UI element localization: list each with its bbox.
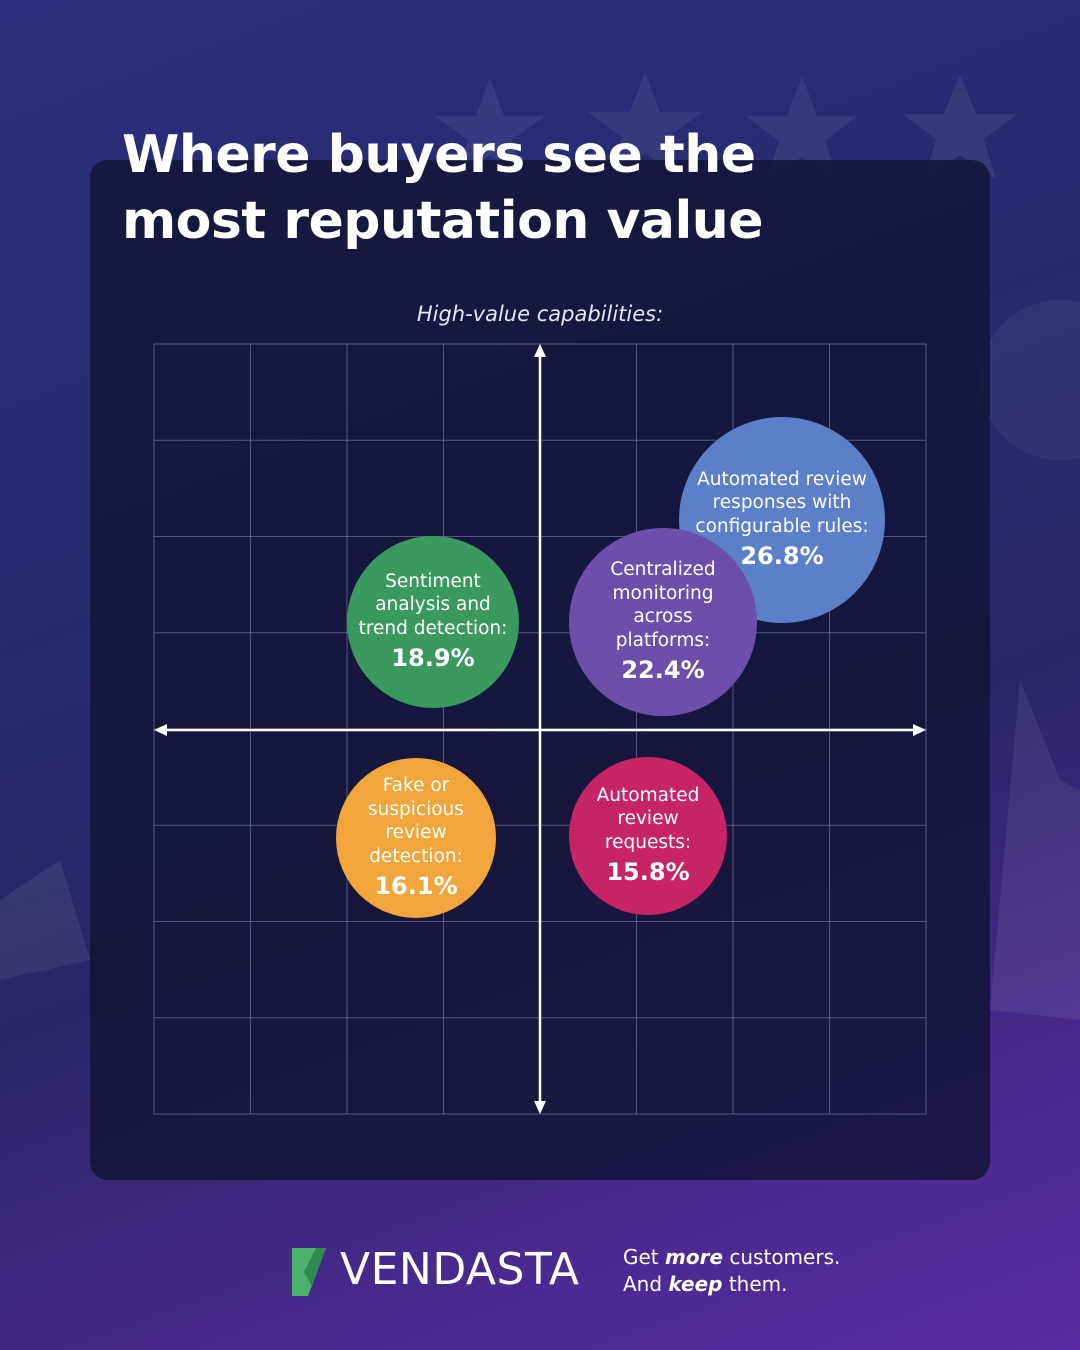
bubble-orange: [336, 758, 496, 918]
axis-caption: High-value capabilities:: [416, 302, 664, 326]
star-icon: [902, 74, 1018, 179]
bubble-purple: [569, 528, 757, 716]
axes: [154, 344, 926, 1114]
arrow-down-icon: [534, 1101, 546, 1114]
page-title: Where buyers see the most reputation val…: [122, 125, 764, 251]
tagline: Get more customers. And keep them.: [623, 1245, 841, 1296]
bubbles: [336, 417, 885, 918]
star-icon: [435, 78, 545, 178]
arrow-up-icon: [534, 344, 546, 357]
star-icon: [0, 860, 90, 980]
decor-circle: [980, 300, 1080, 460]
star-icon: [588, 72, 702, 177]
arrow-left-icon: [154, 724, 167, 736]
vendasta-logo-text: VENDASTA: [340, 1244, 580, 1295]
star-icon: [746, 76, 858, 180]
bubble-green: [347, 536, 519, 708]
arrow-right-icon: [913, 724, 926, 736]
star-icon: [990, 680, 1080, 1020]
bubble-magenta: [569, 757, 727, 915]
vendasta-logo-icon: [292, 1248, 326, 1296]
